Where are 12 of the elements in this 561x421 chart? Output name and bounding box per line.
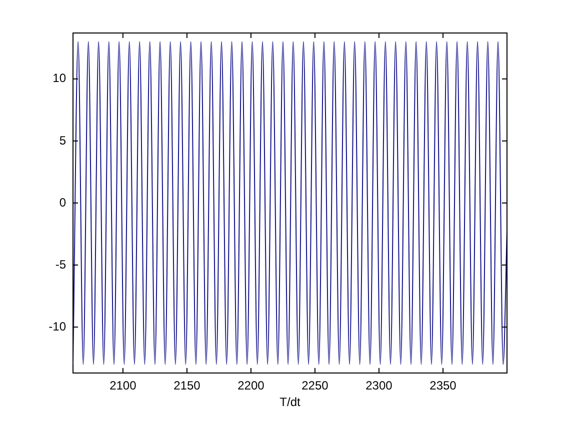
x-tick-label: 2300 <box>366 378 393 393</box>
x-tick-label: 2200 <box>238 378 265 393</box>
x-tick-label: 2350 <box>430 378 457 393</box>
y-tick-label: -10 <box>48 319 66 334</box>
y-tick-label: -5 <box>55 257 66 272</box>
y-tick-label: 5 <box>59 133 66 148</box>
x-axis-title: T/dt <box>280 395 301 410</box>
x-tick-label: 2150 <box>174 378 201 393</box>
y-tick-label: 10 <box>52 71 66 86</box>
x-tick-label: 2100 <box>110 378 137 393</box>
y-tick-label: 0 <box>59 195 66 210</box>
x-tick-label: 2250 <box>302 378 329 393</box>
